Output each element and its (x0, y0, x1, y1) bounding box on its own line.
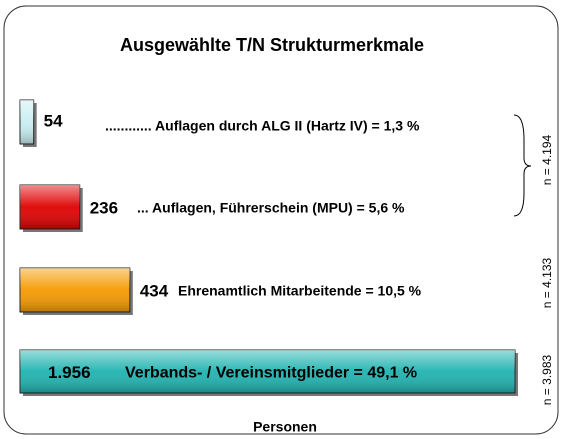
frame (3, 5, 559, 435)
sample-size: n = 4.133 (540, 257, 554, 308)
sample-size: n = 4.194 (540, 134, 554, 185)
bar-description: Verbands- / Vereinsmitglieder = 49,1 % (125, 365, 417, 382)
chart-title: Ausgewählte T/N Strukturmerkmale (120, 35, 424, 55)
x-axis-label: Personen (253, 419, 317, 435)
brace (513, 114, 532, 217)
bar-gloss (20, 268, 130, 312)
value-label: 54 (44, 111, 63, 130)
bar-description: ............ Auflagen durch ALG II (Hart… (105, 118, 420, 134)
bar-gloss (20, 185, 80, 229)
sample-size: n = 3.983 (540, 354, 554, 405)
bar-description: Ehrenamtlich Mitarbeitende = 10,5 % (178, 283, 422, 299)
value-label: 236 (90, 198, 118, 217)
value-label: 1.956 (48, 363, 91, 382)
bar-description: ... Auflagen, Führerschein (MPU) = 5,6 % (137, 200, 405, 216)
bar-gloss (20, 100, 34, 144)
value-label: 434 (140, 281, 169, 300)
bar-gloss (20, 350, 515, 393)
